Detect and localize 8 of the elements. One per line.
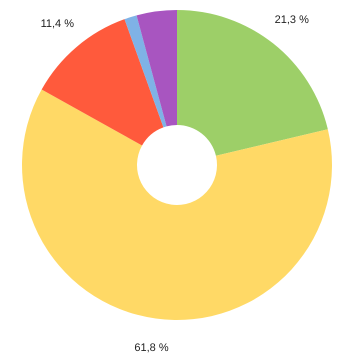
donut-slice (42, 19, 164, 146)
data-label: 61,8 % (134, 342, 169, 354)
data-label: 11,4 % (40, 18, 74, 30)
donut-slice (136, 10, 177, 126)
donut-slice (124, 15, 167, 128)
donut-slice (22, 89, 332, 320)
donut-slice (177, 10, 328, 156)
data-label: 21,3 % (274, 14, 310, 26)
